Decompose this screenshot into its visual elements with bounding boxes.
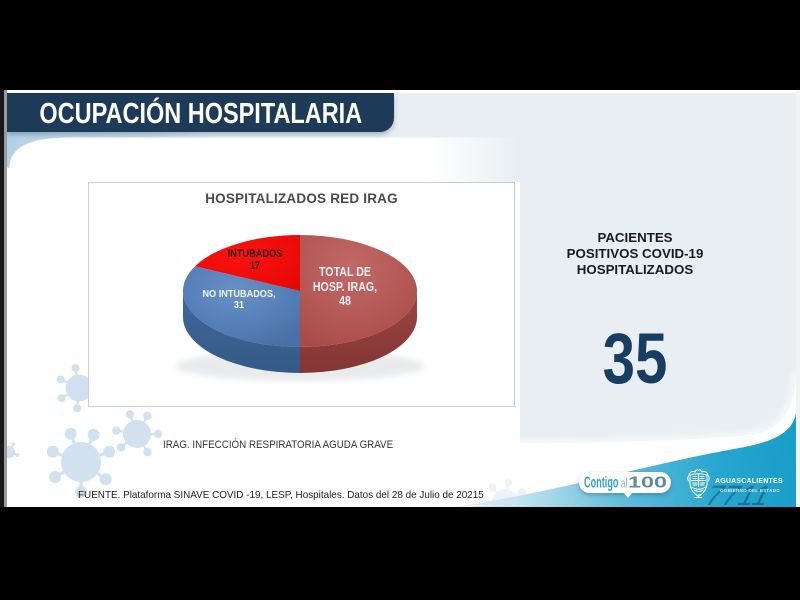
svg-text:al: al: [621, 476, 628, 491]
svg-text:100: 100: [628, 475, 667, 492]
svg-text:Contigo: Contigo: [584, 475, 619, 492]
